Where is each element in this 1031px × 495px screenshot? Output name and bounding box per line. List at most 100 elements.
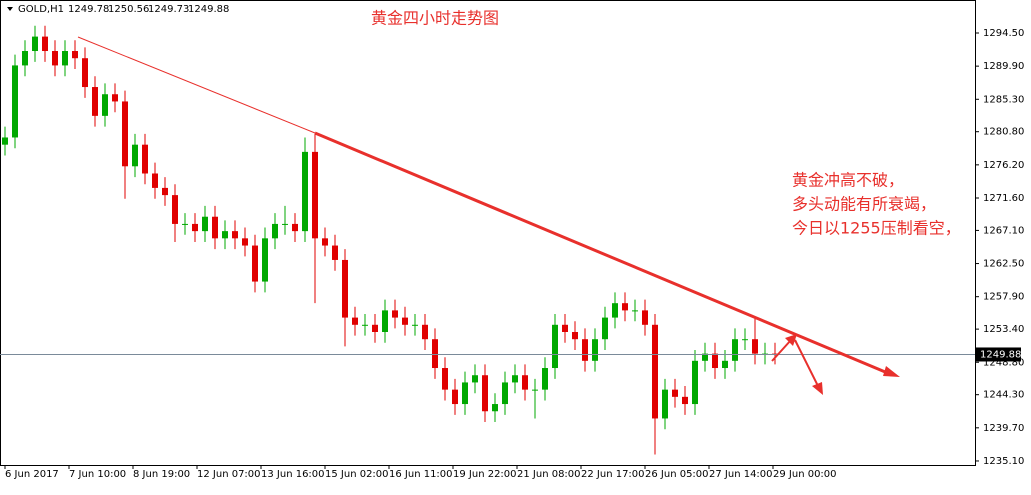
x-tick-label: 22 Jun 17:00: [581, 469, 645, 480]
header: GOLD,H1 1249.78 1250.56 1249.73 1249.88: [18, 4, 229, 15]
candle-body: [542, 368, 548, 390]
trend-line: [77, 36, 316, 134]
candle-body: [102, 94, 108, 116]
candle-body: [262, 238, 268, 282]
candle-body: [242, 238, 248, 246]
x-tick-label: 8 Jun 19:00: [133, 469, 190, 480]
candle-body: [142, 144, 148, 174]
candle-body: [752, 339, 758, 354]
candle-body: [22, 51, 28, 66]
candle-body: [212, 216, 218, 239]
x-tick-label: 7 Jun 10:00: [69, 469, 126, 480]
candle-body: [732, 339, 738, 361]
candle-body: [632, 310, 638, 312]
annotation: 今日以1255压制看空，: [792, 219, 961, 238]
candle-body: [92, 87, 98, 116]
candle-body: [592, 339, 598, 361]
candle-body: [312, 151, 318, 239]
y-tick-label: 1253.40: [983, 324, 1024, 335]
x-tick-label: 12 Jun 07:00: [197, 469, 261, 480]
candle-body: [672, 389, 678, 397]
menu-icon[interactable]: [7, 7, 13, 11]
candle-body: [522, 375, 528, 390]
candle-body: [572, 331, 578, 340]
candle-body: [642, 310, 648, 325]
y-tick-label: 1235.10: [983, 456, 1024, 467]
y-tick-label: 1257.90: [983, 292, 1024, 303]
header-high: 1250.56: [108, 4, 149, 15]
candle-body: [52, 51, 58, 66]
candle-body: [32, 36, 38, 52]
candle-body: [172, 195, 178, 224]
candle-body: [132, 144, 138, 167]
x-tick-label: 27 Jun 14:00: [709, 469, 773, 480]
candle-body: [442, 368, 448, 390]
annotation: 多头动能有所衰竭，: [792, 195, 936, 214]
candle-body: [292, 223, 298, 232]
candle-body: [602, 317, 608, 340]
candle-body: [402, 317, 408, 325]
candle-body: [82, 58, 88, 88]
plot-frame: [0, 0, 976, 466]
candle-body: [482, 375, 488, 412]
candle-body: [682, 396, 688, 405]
y-tick-label: 1294.50: [983, 28, 1024, 39]
candle-body: [62, 51, 68, 66]
y-tick-label: 1285.30: [983, 94, 1024, 105]
candle-body: [72, 51, 78, 59]
candle-body: [552, 324, 558, 369]
annotation: 黄金冲高不破，: [792, 171, 904, 190]
candle-body: [722, 360, 728, 369]
header-low: 1249.73: [148, 4, 189, 15]
x-tick-label: 6 Jun 2017: [5, 469, 59, 480]
y-tick-label: 1248.80: [983, 357, 1024, 368]
candle-body: [352, 317, 358, 325]
y-tick-label: 1239.70: [983, 423, 1024, 434]
candle-body: [362, 324, 368, 326]
y-tick-label: 1244.30: [983, 390, 1024, 401]
arrow: [794, 339, 819, 387]
chart-title: 黄金四小时走势图: [371, 9, 499, 28]
candle-body: [182, 223, 188, 225]
candle-body: [532, 389, 538, 391]
x-tick-label: 19 Jun 22:00: [453, 469, 517, 480]
candle-body: [462, 382, 468, 405]
candle-body: [2, 137, 8, 145]
arrow: [771, 339, 792, 362]
candle-body: [302, 151, 308, 232]
candle-body: [202, 216, 208, 232]
candle-body: [652, 324, 658, 419]
x-tick-label: 21 Jun 08:00: [517, 469, 581, 480]
candle-body: [502, 382, 508, 405]
y-tick-label: 1280.80: [983, 127, 1024, 138]
candle-body: [332, 245, 338, 260]
candle-body: [622, 303, 628, 311]
x-tick-label: 29 Jun 00:00: [773, 469, 837, 480]
y-tick-label: 1271.60: [983, 193, 1024, 204]
candle-body: [152, 173, 158, 188]
header-open: 1249.78: [68, 4, 109, 15]
candle-body: [562, 324, 568, 332]
y-tick-label: 1267.10: [983, 225, 1024, 236]
candle-body: [422, 324, 428, 340]
y-tick-label: 1276.20: [983, 160, 1024, 171]
candle-body: [382, 310, 388, 332]
candle-body: [222, 231, 228, 239]
candle-body: [192, 223, 198, 232]
candle-body: [282, 223, 288, 225]
candle-body: [742, 339, 748, 341]
candle-body: [432, 339, 438, 369]
candle-body: [12, 65, 18, 138]
symbol: GOLD,H1: [18, 4, 64, 15]
candle-body: [692, 360, 698, 405]
x-tick-label: 16 Jun 11:00: [389, 469, 453, 480]
candle-body: [272, 223, 278, 239]
header-close: 1249.88: [188, 4, 229, 15]
candle-body: [252, 245, 258, 282]
x-tick-label: 13 Jun 16:00: [261, 469, 325, 480]
candle-body: [702, 353, 708, 361]
y-tick-label: 1262.50: [983, 259, 1024, 270]
candle-body: [472, 375, 478, 383]
